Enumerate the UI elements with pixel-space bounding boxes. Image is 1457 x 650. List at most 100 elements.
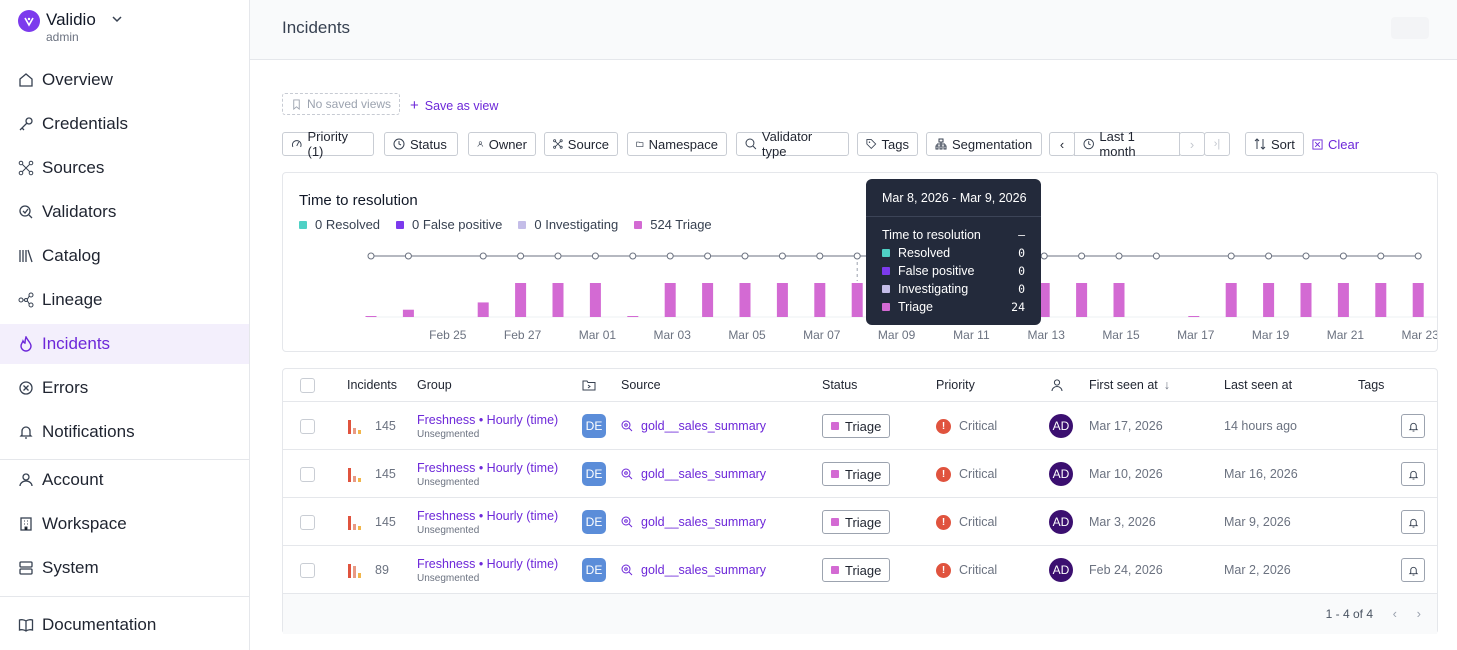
group-name-link[interactable]: Freshness • Hourly (time)	[417, 412, 559, 427]
priority-filter-button[interactable]: Priority (1)	[282, 129, 374, 159]
resolution-point[interactable]	[591, 252, 599, 260]
triage-bar[interactable]	[814, 283, 826, 317]
table-row[interactable]: 145 Freshness • Hourly (time) Unsegmente…	[283, 402, 1437, 450]
triage-bar[interactable]	[589, 283, 601, 317]
owner-avatar[interactable]: AD	[1049, 558, 1073, 582]
owner-avatar[interactable]: AD	[1049, 414, 1073, 438]
priority-cell[interactable]: ! Critical	[936, 450, 997, 498]
resolution-point[interactable]	[517, 252, 525, 260]
nav-incidents[interactable]: Incidents	[0, 324, 249, 364]
sort-button[interactable]: Sort	[1245, 132, 1304, 156]
col-source[interactable]: Source	[621, 378, 661, 392]
resolution-point[interactable]	[666, 252, 674, 260]
triage-bar[interactable]	[702, 283, 714, 317]
triage-bar[interactable]	[1375, 283, 1387, 317]
group-cell[interactable]: Freshness • Hourly (time) Unsegmented	[417, 450, 563, 498]
namespace-badge[interactable]: DE	[582, 462, 606, 486]
triage-bar[interactable]	[851, 283, 863, 317]
nav-system[interactable]: System	[0, 548, 249, 588]
resolution-point[interactable]	[853, 252, 861, 260]
resolution-point[interactable]	[1302, 252, 1310, 260]
col-status[interactable]: Status	[822, 378, 858, 392]
group-name-link[interactable]: Freshness • Hourly (time)	[417, 508, 559, 523]
resolution-point[interactable]	[404, 252, 412, 260]
namespace-badge[interactable]: DE	[582, 510, 606, 534]
nav-workspace[interactable]: Workspace	[0, 504, 249, 544]
legend-resolved[interactable]: 0 Resolved	[299, 217, 380, 232]
nav-catalog[interactable]: Catalog	[0, 236, 249, 276]
namespace-badge[interactable]: DE	[582, 558, 606, 582]
triage-bar[interactable]	[1038, 283, 1050, 317]
triage-bar[interactable]	[627, 316, 639, 317]
resolution-point[interactable]	[778, 252, 786, 260]
namespace-badge[interactable]: DE	[582, 414, 606, 438]
nav-sources[interactable]: Sources	[0, 148, 249, 188]
nav-documentation[interactable]: Documentation	[0, 605, 249, 645]
priority-cell[interactable]: ! Critical	[936, 402, 997, 450]
nav-credentials[interactable]: Credentials	[0, 104, 249, 144]
chart-plot[interactable]: Feb 25 Feb 27 Mar 01 Mar 03 Mar 05 Mar 07 Mar …	[283, 173, 1437, 351]
col-incidents[interactable]: Incidents	[347, 378, 398, 392]
status-dropdown[interactable]: Triage	[822, 558, 891, 582]
save-as-view-button[interactable]: + Save as view	[410, 97, 498, 114]
legend-investigating[interactable]: 0 Investigating	[518, 217, 618, 232]
resolution-point[interactable]	[1414, 252, 1422, 260]
resolution-point[interactable]	[1265, 252, 1273, 260]
col-group[interactable]: Group	[417, 378, 452, 392]
row-checkbox[interactable]	[300, 562, 315, 578]
table-row[interactable]: 89 Freshness • Hourly (time) Unsegmented…	[283, 546, 1437, 594]
notification-bell-button[interactable]	[1401, 462, 1425, 486]
owner-avatar[interactable]: AD	[1049, 510, 1073, 534]
owner-filter-button[interactable]: Owner	[468, 132, 536, 156]
range-next-button[interactable]: ›	[1179, 132, 1205, 156]
prev-page-button[interactable]: ‹	[1392, 606, 1397, 621]
source-name-link[interactable]: gold__sales_summary	[641, 563, 767, 577]
notification-bell-button[interactable]	[1401, 414, 1425, 438]
resolution-point[interactable]	[1377, 252, 1385, 260]
validator-type-filter-button[interactable]: Validator type	[736, 129, 849, 159]
segmentation-filter-button[interactable]: Segmentation	[926, 132, 1042, 156]
org-switcher[interactable]: Validio admin	[18, 10, 122, 44]
source-name-link[interactable]: gold__sales_summary	[641, 467, 767, 481]
triage-bar[interactable]	[1337, 283, 1349, 317]
next-page-button[interactable]: ›	[1416, 606, 1421, 621]
date-range-button[interactable]: Last 1 month	[1074, 129, 1180, 159]
triage-bar[interactable]	[1188, 316, 1200, 317]
group-name-link[interactable]: Freshness • Hourly (time)	[417, 460, 559, 475]
status-dropdown[interactable]: Triage	[822, 414, 891, 438]
resolution-point[interactable]	[629, 252, 637, 260]
triage-bar[interactable]	[1412, 283, 1424, 317]
range-prev-button[interactable]: ‹	[1049, 132, 1075, 156]
triage-bar[interactable]	[1076, 283, 1088, 317]
resolution-point[interactable]	[367, 252, 375, 260]
clear-filters-button[interactable]: Clear	[1312, 137, 1359, 152]
nav-errors[interactable]: Errors	[0, 368, 249, 408]
status-filter-button[interactable]: Status	[384, 132, 458, 156]
notification-bell-button[interactable]	[1401, 510, 1425, 534]
resolution-point[interactable]	[479, 252, 487, 260]
select-all-checkbox[interactable]	[300, 377, 315, 393]
source-cell[interactable]: gold__sales_summary	[621, 450, 766, 498]
source-name-link[interactable]: gold__sales_summary	[641, 515, 767, 529]
source-filter-button[interactable]: Source	[544, 132, 618, 156]
group-cell[interactable]: Freshness • Hourly (time) Unsegmented	[417, 498, 563, 546]
resolution-point[interactable]	[1339, 252, 1347, 260]
notification-bell-button[interactable]	[1401, 558, 1425, 582]
table-row[interactable]: 145 Freshness • Hourly (time) Unsegmente…	[283, 498, 1437, 546]
resolution-point[interactable]	[816, 252, 824, 260]
row-checkbox[interactable]	[300, 466, 315, 482]
range-latest-button[interactable]: ›|	[1204, 132, 1230, 156]
row-checkbox[interactable]	[300, 514, 315, 530]
resolution-point[interactable]	[1078, 252, 1086, 260]
legend-false-positive[interactable]: 0 False positive	[396, 217, 502, 232]
status-dropdown[interactable]: Triage	[822, 462, 891, 486]
triage-bar[interactable]	[515, 283, 527, 317]
namespace-filter-button[interactable]: Namespace	[627, 132, 727, 156]
source-cell[interactable]: gold__sales_summary	[621, 402, 766, 450]
row-checkbox[interactable]	[300, 418, 315, 434]
tags-filter-button[interactable]: Tags	[857, 132, 918, 156]
group-cell[interactable]: Freshness • Hourly (time) Unsegmented	[417, 402, 563, 450]
nav-notifications[interactable]: Notifications	[0, 412, 249, 452]
source-cell[interactable]: gold__sales_summary	[621, 546, 766, 594]
resolution-point[interactable]	[1152, 252, 1160, 260]
